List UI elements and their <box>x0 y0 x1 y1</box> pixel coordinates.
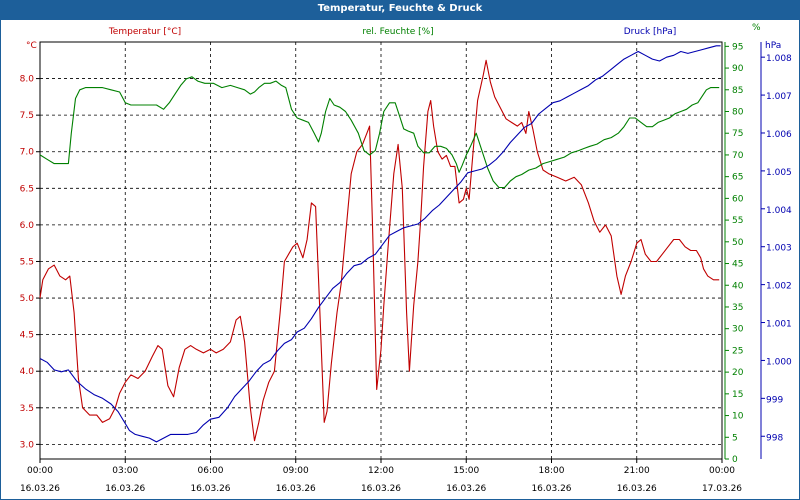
temp-tick-label: 5.5 <box>20 257 34 267</box>
x-tick-time: 00:00 <box>709 466 735 476</box>
humidity-tick-label: 20 <box>732 368 744 378</box>
humidity-legend: rel. Feuchte [%] <box>362 27 433 37</box>
chart-area: 3.0 3.5 4.0 4.5 5.0 5.5 6.0 6.5 7.0 7.5 8.0 00:00 16… <box>0 19 800 500</box>
humidity-tick-label: 40 <box>732 281 744 291</box>
x-tick-date: 16.03.26 <box>361 484 401 494</box>
temp-tick-label: 4.5 <box>20 331 34 341</box>
axes: 3.0 3.5 4.0 4.5 5.0 5.5 6.0 6.5 7.0 7.5 8.0 00:00 16… <box>20 42 792 494</box>
x-tick-date: 16.03.26 <box>446 484 486 494</box>
x-tick-time: 09:00 <box>283 466 309 476</box>
pressure-tick-label: 1.008 <box>766 54 792 64</box>
humidity-tick-label: 55 <box>732 216 743 226</box>
humidity-tick-label: 70 <box>732 151 744 161</box>
chart-title: Temperatur, Feuchte & Druck <box>0 0 800 19</box>
humidity-tick-label: 35 <box>732 303 743 313</box>
humidity-tick-label: 45 <box>732 260 743 270</box>
temp-unit-label: °C <box>26 41 37 51</box>
humidity-tick-label: 25 <box>732 346 743 356</box>
humidity-tick-label: 95 <box>732 42 743 52</box>
pressure-tick-label: 1.002 <box>766 282 792 292</box>
temp-tick-label: 3.5 <box>20 404 34 414</box>
x-tick-time: 15:00 <box>453 466 479 476</box>
humidity-tick-label: 80 <box>732 108 744 118</box>
x-tick-date: 16.03.26 <box>190 484 230 494</box>
pressure-tick-label: 998 <box>766 433 783 443</box>
pressure-unit-label: hPa <box>765 41 781 51</box>
x-tick-time: 21:00 <box>624 466 650 476</box>
humidity-tick-label: 85 <box>732 86 743 96</box>
x-tick-date: 17.03.26 <box>702 484 742 494</box>
humidity-tick-label: 0 <box>732 455 738 465</box>
humidity-tick-label: 90 <box>732 64 744 74</box>
pressure-tick-label: 1.003 <box>766 244 792 254</box>
x-tick-time: 06:00 <box>198 466 224 476</box>
temperature-legend: Temperatur [°C] <box>108 27 181 37</box>
pressure-tick-label: 1.004 <box>766 206 792 216</box>
x-tick-date: 16.03.26 <box>531 484 571 494</box>
x-tick-time: 03:00 <box>112 466 138 476</box>
humidity-unit-label: % <box>752 23 761 33</box>
humidity-tick-label: 50 <box>732 238 744 248</box>
temp-tick-label: 8.0 <box>20 75 35 85</box>
pressure-tick-label: 1.007 <box>766 92 792 102</box>
temp-tick-label: 5.0 <box>20 294 35 304</box>
x-tick-date: 16.03.26 <box>276 484 316 494</box>
x-tick-date: 16.03.26 <box>20 484 60 494</box>
x-tick-date: 16.03.26 <box>617 484 657 494</box>
temp-tick-label: 4.0 <box>20 367 35 377</box>
x-tick-date: 16.03.26 <box>105 484 145 494</box>
series-layer <box>39 45 721 443</box>
temp-tick-label: 6.0 <box>20 221 35 231</box>
temp-tick-label: 6.5 <box>20 184 34 194</box>
humidity-tick-label: 30 <box>732 325 744 335</box>
humidity-tick-label: 65 <box>732 173 743 183</box>
humidity-tick-label: 60 <box>732 194 744 204</box>
pressure-tick-label: 1.000 <box>766 357 792 367</box>
humidity-series-line <box>39 76 720 189</box>
temperature-series-line <box>39 59 720 442</box>
pressure-legend: Druck [hPa] <box>624 27 677 37</box>
temp-tick-label: 3.0 <box>20 440 35 450</box>
pressure-tick-label: 999 <box>766 395 783 405</box>
x-tick-time: 12:00 <box>368 466 394 476</box>
labels: °C% hPa Temperatur [°C] rel. Feuchte [%] Dru… <box>26 23 781 51</box>
pressure-tick-label: 1.006 <box>766 130 792 140</box>
humidity-tick-label: 10 <box>732 412 744 422</box>
pressure-series-line <box>39 45 721 443</box>
temp-tick-label: 7.5 <box>20 111 34 121</box>
pressure-tick-label: 1.005 <box>766 168 792 178</box>
x-tick-time: 18:00 <box>539 466 565 476</box>
humidity-tick-label: 15 <box>732 390 743 400</box>
x-tick-time: 00:00 <box>27 466 53 476</box>
humidity-tick-label: 75 <box>732 129 743 139</box>
humidity-tick-label: 5 <box>732 433 738 443</box>
pressure-tick-label: 1.001 <box>766 320 792 330</box>
temp-tick-label: 7.0 <box>20 148 35 158</box>
